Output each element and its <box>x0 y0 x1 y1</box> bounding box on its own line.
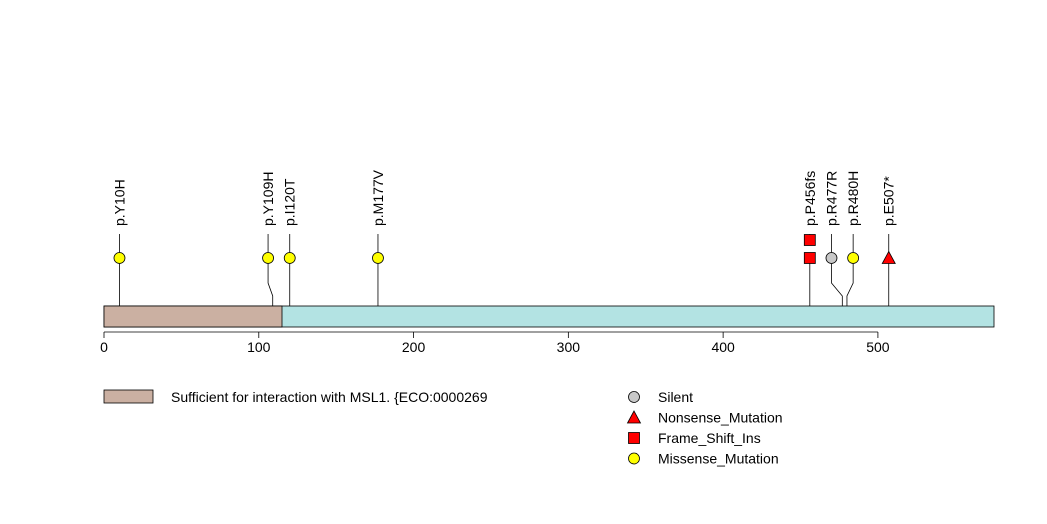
domain-bar <box>103 305 283 328</box>
x-tick-label: 0 <box>100 339 108 355</box>
mutation-label: p.R480H <box>845 171 861 226</box>
legend-label: Missense_Mutation <box>658 451 779 467</box>
mutation-stem <box>267 258 274 306</box>
mutation-marker <box>881 250 896 264</box>
mutation-label: p.Y10H <box>111 179 127 226</box>
legend-label: Silent <box>658 389 693 405</box>
legend-marker <box>628 452 640 465</box>
legend-marker <box>628 432 640 444</box>
legend-label: Frame_Shift_Ins <box>658 430 761 446</box>
legend-marker <box>628 391 640 403</box>
mutation-stem <box>846 258 854 306</box>
mutation-marker <box>803 252 816 264</box>
mutation-marker <box>372 252 384 264</box>
mutation-marker <box>113 252 126 264</box>
domain-legend-swatch <box>103 389 154 404</box>
mutation-marker <box>847 252 860 264</box>
x-tick-label: 500 <box>866 339 890 355</box>
mutation-marker <box>262 252 274 264</box>
mutation-label: p.E507* <box>881 176 897 226</box>
x-tick-label: 400 <box>711 339 735 355</box>
mutation-label: p.P456fs <box>802 171 818 226</box>
legend-marker <box>626 410 642 424</box>
mutation-marker <box>825 252 838 264</box>
legend-label: Nonsense_Mutation <box>658 410 783 426</box>
mutation-stem <box>831 258 843 306</box>
x-tick-label: 200 <box>402 339 426 355</box>
domain-legend-label: Sufficient for interaction with MSL1. {E… <box>171 389 488 405</box>
x-tick-label: 300 <box>557 339 581 355</box>
mutation-marker <box>803 234 816 246</box>
mutation-label: p.Y109H <box>260 172 276 226</box>
mutation-label: p.M177V <box>370 169 386 226</box>
mutation-label: p.I120T <box>282 178 298 226</box>
mutation-marker <box>283 252 296 264</box>
x-tick-label: 100 <box>247 339 271 355</box>
mutation-label: p.R477R <box>823 171 839 226</box>
